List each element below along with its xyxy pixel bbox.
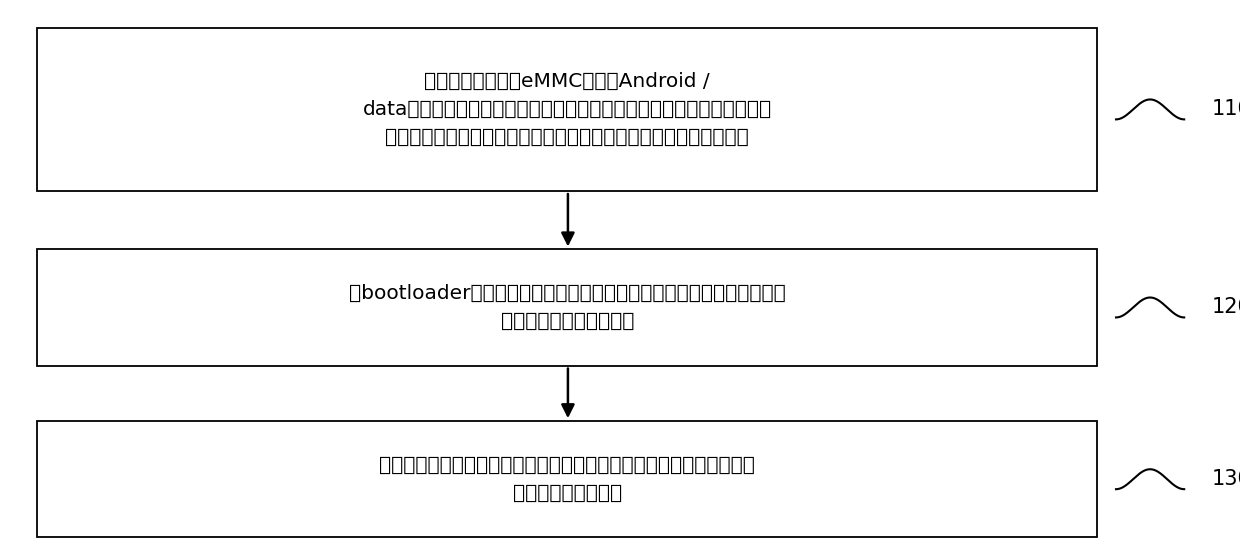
Text: 在嵌入式多媒体卡eMMC的安卓Android /
data分区中，预先分配一个地址索引文件，地址索引文件用于记录每块存
储地址空间的索引信息，索引信息包括每个存: 在嵌入式多媒体卡eMMC的安卓Android / data分区中，预先分配一个地… bbox=[363, 72, 771, 147]
Text: 130a: 130a bbox=[1211, 469, 1240, 489]
Text: 在bootloader中，根据地址索引文件中的索引信息，将崩溃内核现场数据
写入到相应存储地址空间: 在bootloader中，根据地址索引文件中的索引信息，将崩溃内核现场数据 写入… bbox=[348, 284, 786, 331]
Bar bbox=[37, 249, 1097, 366]
Text: 110a: 110a bbox=[1211, 99, 1240, 120]
Text: 重启时，根据地址索引文件中的索引信息，将存储地址空间的数据读取
到新建的转储文件中: 重启时，根据地址索引文件中的索引信息，将存储地址空间的数据读取 到新建的转储文件… bbox=[379, 456, 755, 502]
Text: 120a: 120a bbox=[1211, 297, 1240, 317]
Bar bbox=[37, 28, 1097, 191]
Bar bbox=[37, 421, 1097, 537]
